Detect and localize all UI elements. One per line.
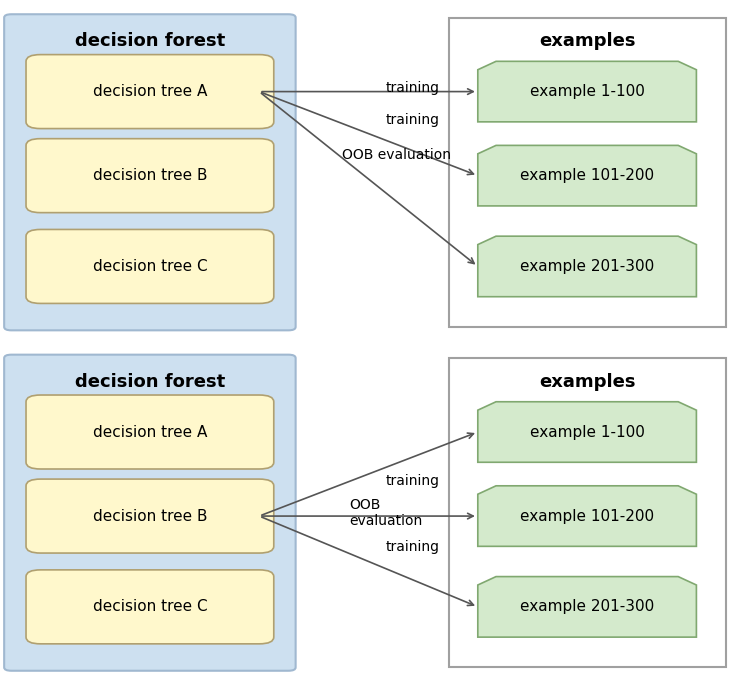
FancyBboxPatch shape	[4, 14, 296, 330]
Text: decision tree A: decision tree A	[93, 425, 207, 440]
Text: training: training	[386, 82, 440, 95]
Text: example 1-100: example 1-100	[530, 425, 645, 440]
Text: decision tree C: decision tree C	[93, 259, 207, 274]
Text: decision forest: decision forest	[74, 373, 225, 390]
Text: OOB
evaluation: OOB evaluation	[349, 497, 423, 528]
Text: examples: examples	[539, 373, 635, 390]
Polygon shape	[478, 577, 696, 637]
Polygon shape	[478, 486, 696, 547]
Polygon shape	[478, 236, 696, 297]
Text: decision tree C: decision tree C	[93, 599, 207, 614]
FancyBboxPatch shape	[26, 138, 273, 212]
FancyBboxPatch shape	[26, 229, 273, 303]
Text: decision forest: decision forest	[74, 32, 225, 50]
Text: training: training	[386, 113, 440, 127]
Text: example 201-300: example 201-300	[520, 259, 654, 274]
Text: OOB evaluation: OOB evaluation	[342, 148, 451, 162]
FancyBboxPatch shape	[26, 395, 273, 469]
FancyBboxPatch shape	[4, 355, 296, 671]
Text: training: training	[386, 540, 440, 554]
FancyBboxPatch shape	[26, 570, 273, 644]
Polygon shape	[478, 401, 696, 462]
Text: training: training	[386, 474, 440, 488]
Text: decision tree B: decision tree B	[93, 508, 207, 523]
Polygon shape	[478, 62, 696, 122]
Text: example 101-200: example 101-200	[520, 508, 654, 523]
Text: example 101-200: example 101-200	[520, 168, 654, 183]
Text: examples: examples	[539, 32, 635, 50]
Text: decision tree A: decision tree A	[93, 84, 207, 99]
FancyBboxPatch shape	[449, 18, 725, 327]
FancyBboxPatch shape	[449, 358, 725, 667]
Text: decision tree B: decision tree B	[93, 168, 207, 183]
FancyBboxPatch shape	[26, 55, 273, 129]
Text: example 201-300: example 201-300	[520, 599, 654, 614]
FancyBboxPatch shape	[26, 479, 273, 553]
Text: example 1-100: example 1-100	[530, 84, 645, 99]
Polygon shape	[478, 145, 696, 206]
